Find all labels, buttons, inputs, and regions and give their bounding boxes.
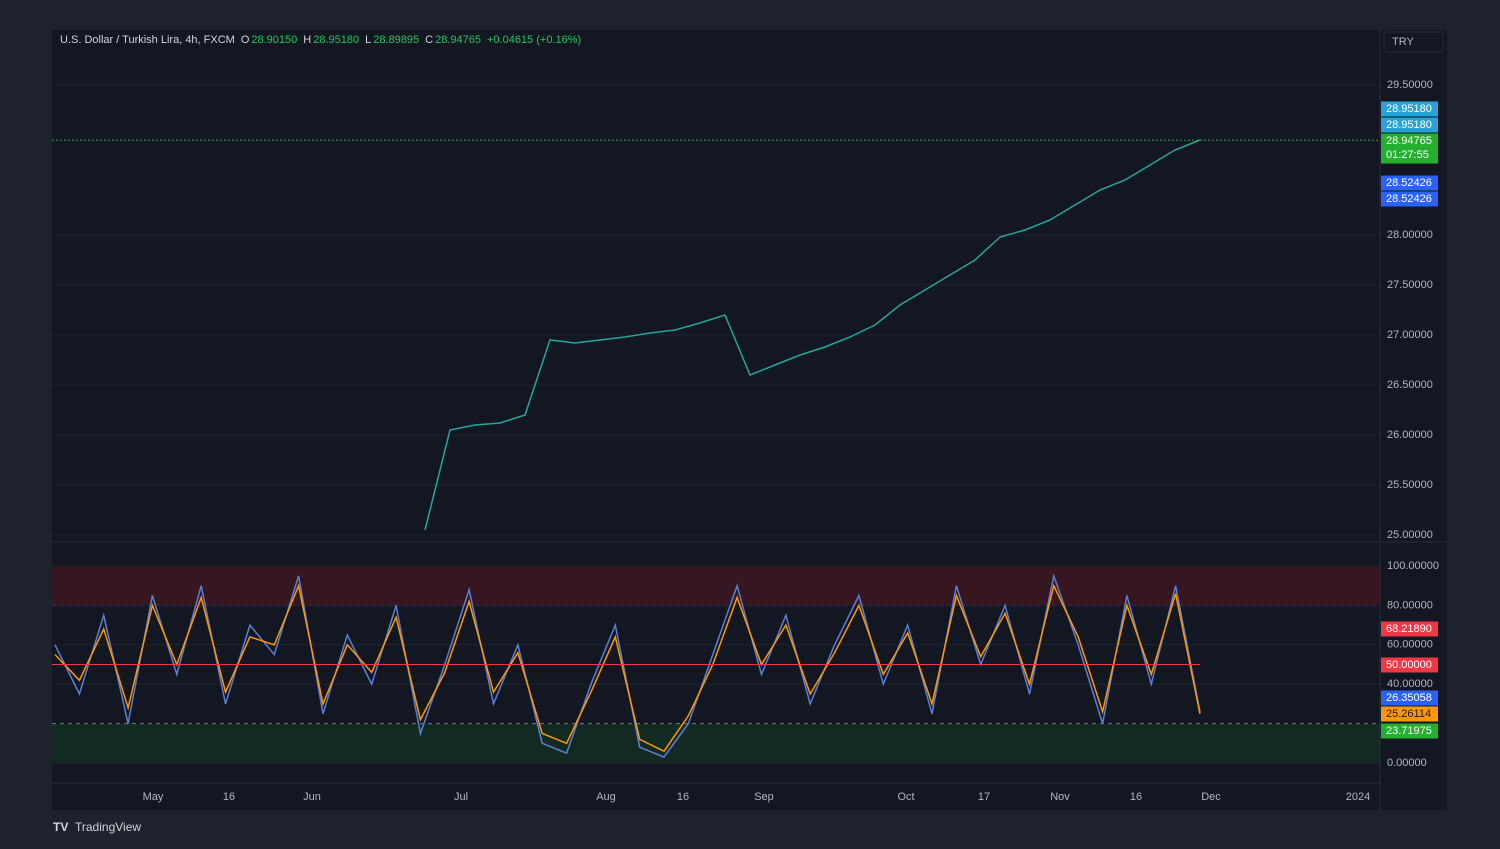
x-tick-label: Oct [897,791,914,803]
y-tick-label: 28.00000 [1387,229,1433,241]
ohlc-label: L [365,34,371,46]
y-tick-label: 25.00000 [1387,529,1433,541]
ohlc-value: 28.95180 [313,34,359,46]
x-tick-label: Nov [1050,791,1070,803]
x-tick-label: 16 [677,791,689,803]
y-tick-label: 27.50000 [1387,279,1433,291]
x-tick-label: Aug [596,791,616,803]
price-label-box [1381,191,1438,207]
price-label-box [1381,723,1438,739]
price-label-box [1381,706,1438,722]
y-tick-label: 25.50000 [1387,479,1433,491]
price-label: 28.95180 [1386,103,1432,115]
series-line [54,583,1201,753]
y-tick-label: 40.00000 [1387,678,1433,690]
price-label: 28.52426 [1386,177,1432,189]
oversold-zone [52,723,1380,763]
x-tick-label: Jun [303,791,321,803]
ohlc-value: 28.90150 [251,34,297,46]
price-label: 25.26114 [1386,708,1431,720]
overbought-zone [52,566,1380,606]
brand-logo: TV [53,820,68,834]
legend-header: U.S. Dollar / Turkish Lira, 4h, FXCM O 28.… [60,34,581,46]
price-label: 28.94765 [1386,135,1432,147]
symbol: U.S. Dollar / Turkish Lira, 4h, FXCM [60,34,235,46]
x-tick-label: 16 [223,791,235,803]
series-line [424,139,1201,531]
ohlc-label: H [303,34,311,46]
chart-panel [52,30,1447,810]
y-tick-label: 29.50000 [1387,79,1433,91]
price-label: 50.00000 [1386,659,1432,671]
price-label: 26.35058 [1386,692,1432,704]
y-tick-label: 0.00000 [1387,757,1427,769]
x-tick-label: Jul [454,791,468,803]
price-label: 28.95180 [1386,119,1432,131]
x-tick-label: Dec [1201,791,1221,803]
ohlc-label: C [425,34,433,46]
y-tick-label: 26.50000 [1387,379,1433,391]
price-label-box [1381,133,1438,164]
y-tick-label: 100.00000 [1387,560,1439,572]
countdown: 01:27:55 [1386,149,1429,161]
price-label-box [1381,657,1438,673]
price-label-box [1381,690,1438,706]
price-label-box [1381,175,1438,191]
y-tick-label: 27.00000 [1387,329,1433,341]
x-tick-label: Sep [754,791,774,803]
price-label-box [1381,621,1438,637]
y-tick-label: 26.00000 [1387,429,1433,441]
y-tick-label: 80.00000 [1387,599,1433,611]
price-label: 28.52426 [1386,193,1432,205]
x-tick-label: May [143,791,164,803]
currency-box[interactable] [1383,31,1444,53]
price-label-box [1381,117,1438,133]
x-tick-label: 16 [1130,791,1142,803]
currency[interactable]: TRY [1392,36,1414,48]
change: +0.04615 (+0.16%) [487,34,581,46]
price-label: 23.71975 [1386,725,1432,737]
price-label-box [1381,101,1438,117]
ohlc-value: 28.89895 [373,34,419,46]
ohlc-value: 28.94765 [435,34,481,46]
ohlc-label: O [241,34,250,46]
price-label: 68.21890 [1386,623,1432,635]
x-tick-label: 2024 [1346,791,1370,803]
brand: TradingView [75,820,141,834]
y-tick-label: 60.00000 [1387,639,1433,651]
x-tick-label: 17 [978,791,990,803]
